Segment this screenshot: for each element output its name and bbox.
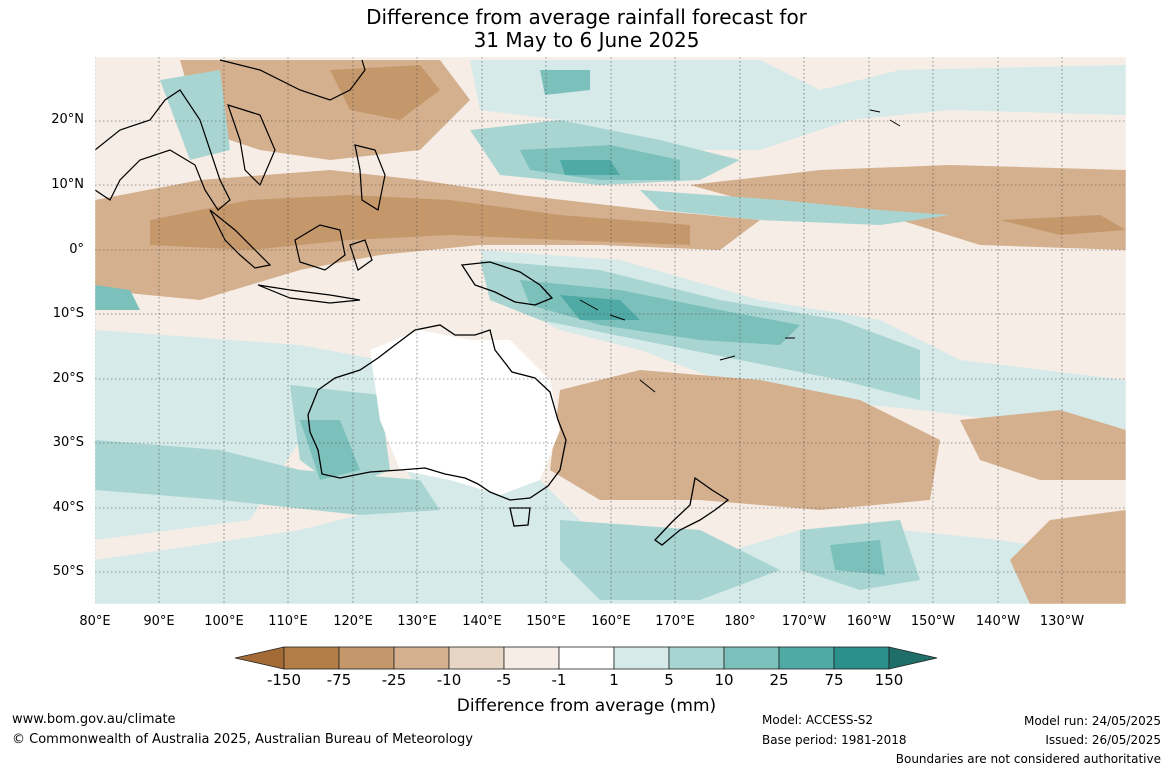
lon-label-170e: 170°E: [655, 614, 695, 629]
legend-tick: -5: [496, 671, 512, 689]
lat-label-30s: 30°S: [52, 435, 84, 450]
website-link[interactable]: www.bom.gov.au/climate: [12, 712, 176, 727]
new-zealand-coastline: [654, 476, 730, 546]
legend-color-segment: [558, 646, 615, 670]
legend-tick: 25: [769, 671, 789, 689]
lat-label-20s: 20°S: [52, 371, 84, 386]
map-title-line-2: 31 May to 6 June 2025: [473, 28, 700, 52]
legend-arrow-high: [888, 646, 938, 670]
legend-tick: -25: [381, 671, 407, 689]
lon-label-160w: 160°W: [846, 614, 892, 629]
legend-color-segment: [778, 646, 835, 670]
legend-color-segment: [723, 646, 780, 670]
legend-color-segment: [613, 646, 670, 670]
lon-label-180: 180°: [724, 614, 756, 629]
lon-label-100e: 100°E: [204, 614, 244, 629]
lon-label-120e: 120°E: [333, 614, 373, 629]
legend-color-segment: [448, 646, 505, 670]
pacific-islands: [579, 109, 901, 393]
legend-tick: 10: [714, 671, 734, 689]
lon-label-150e: 150°E: [526, 614, 566, 629]
new-guinea-coastline: [460, 261, 554, 306]
legend-tick: -75: [326, 671, 352, 689]
graticule: [95, 57, 1126, 604]
legend-color-segment: [833, 646, 890, 670]
lon-label-150w: 150°W: [910, 614, 956, 629]
legend-title: Difference from average (mm): [456, 696, 717, 716]
legend-tick: 150: [874, 671, 904, 689]
legend-color-segment: [393, 646, 450, 670]
lon-label-130e: 130°E: [397, 614, 437, 629]
lon-label-110e: 110°E: [268, 614, 308, 629]
lon-label-80e: 80°E: [79, 614, 111, 629]
lon-label-160e: 160°E: [591, 614, 631, 629]
legend-tick: -150: [266, 671, 302, 689]
map-title-line-1: Difference from average rainfall forecas…: [366, 5, 807, 29]
lon-label-170w: 170°W: [781, 614, 827, 629]
lat-label-10s: 10°S: [52, 306, 84, 321]
lat-label-10n: 10°N: [51, 177, 84, 192]
base-period: Base period: 1981-2018: [762, 733, 907, 747]
model-run-date: Model run: 24/05/2025: [1023, 714, 1161, 728]
legend-color-segment: [283, 646, 340, 670]
australia-interior-neutral: [370, 330, 560, 495]
issued-date: Issued: 26/05/2025: [1045, 733, 1161, 747]
lat-label-50s: 50°S: [52, 564, 84, 579]
legend-color-segment: [668, 646, 725, 670]
boundaries-disclaimer: Boundaries are not considered authoritat…: [895, 752, 1161, 766]
australia-coastline: [307, 324, 567, 501]
lat-label-equator: 0°: [69, 242, 84, 257]
legend-tick: 5: [664, 671, 674, 689]
lon-label-90e: 90°E: [143, 614, 175, 629]
copyright-text: © Commonwealth of Australia 2025, Austra…: [12, 732, 473, 747]
lon-label-140w: 140°W: [975, 614, 1021, 629]
legend-color-segment: [503, 646, 560, 670]
legend-tick: 1: [609, 671, 619, 689]
model-name: Model: ACCESS-S2: [762, 713, 874, 727]
legend-tick: -1: [551, 671, 567, 689]
legend-tick: 75: [824, 671, 844, 689]
lat-label-40s: 40°S: [52, 500, 84, 515]
legend-tick: -10: [436, 671, 462, 689]
lon-label-140e: 140°E: [462, 614, 502, 629]
anomaly-dry-medium: [150, 65, 1126, 250]
lon-label-130w: 130°W: [1039, 614, 1085, 629]
legend-color-segment: [338, 646, 395, 670]
legend-arrow-low: [234, 646, 285, 670]
lat-label-20n: 20°N: [51, 112, 84, 127]
